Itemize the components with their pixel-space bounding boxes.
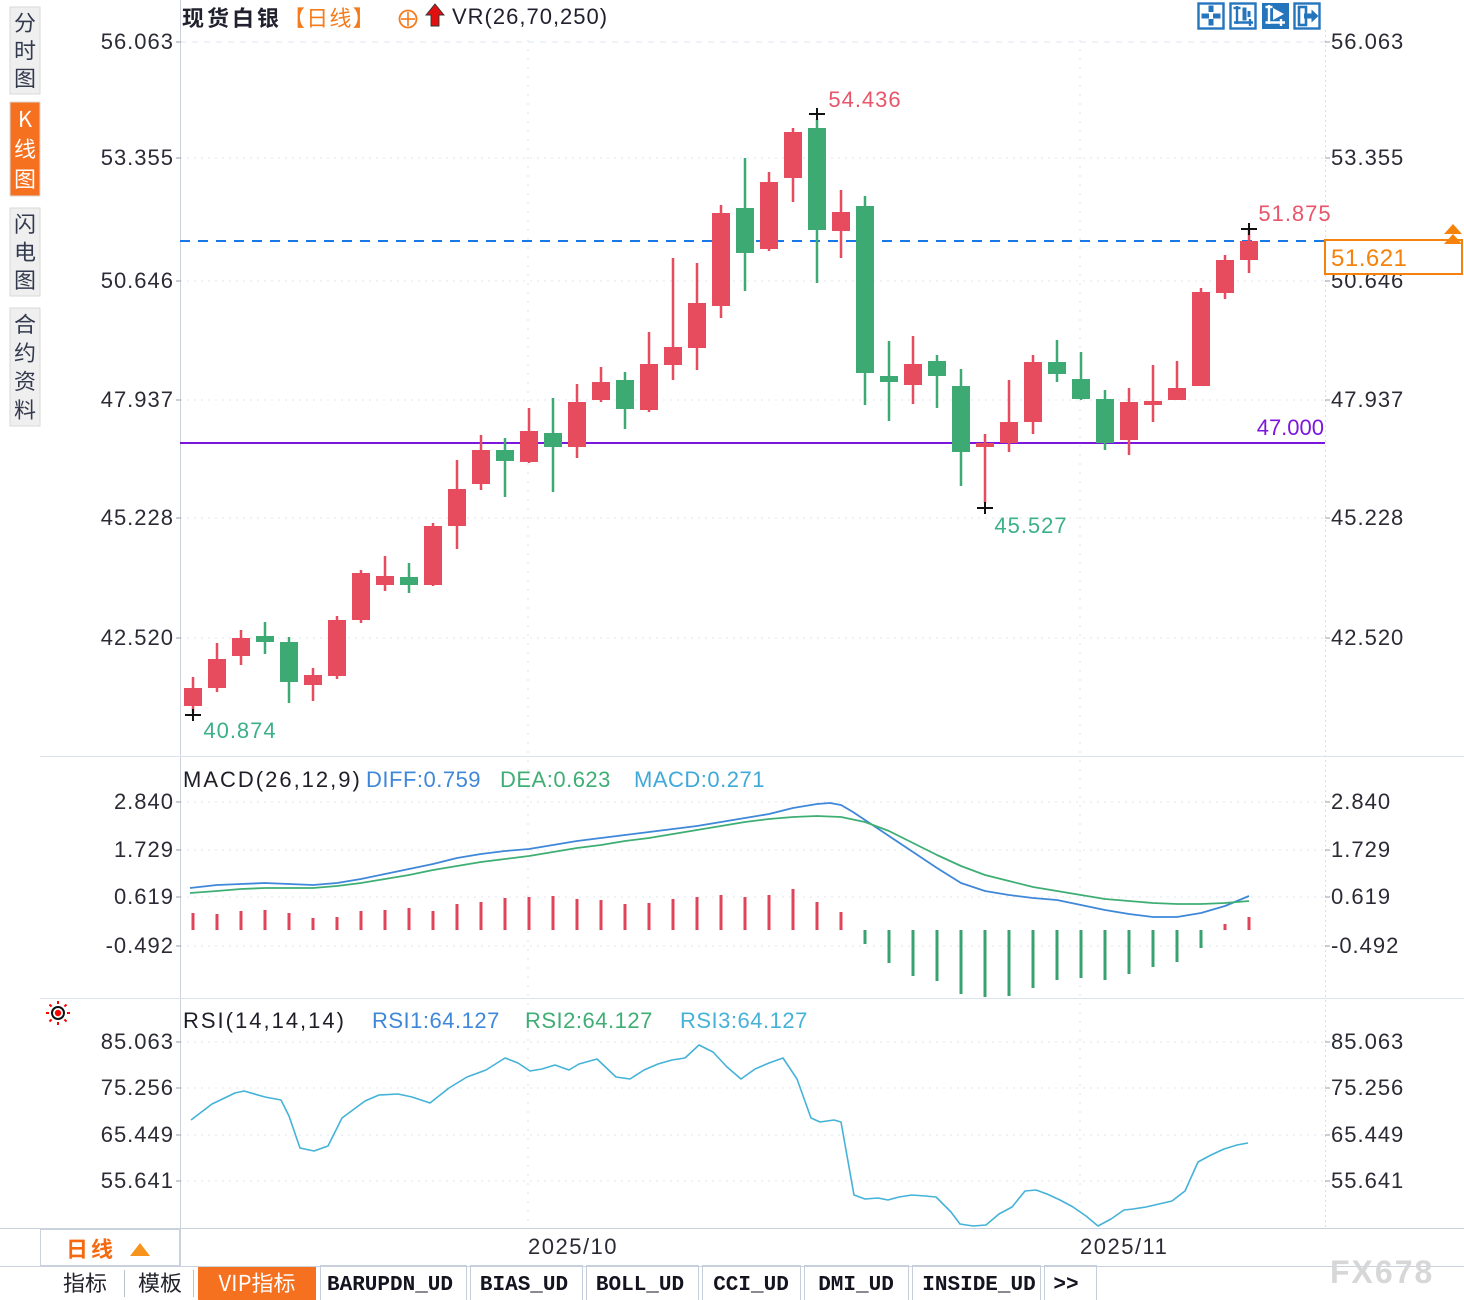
svg-text:47.937: 47.937 (101, 387, 174, 412)
svg-text:BIAS_UD: BIAS_UD (480, 1274, 568, 1297)
svg-text:DMI_UD: DMI_UD (818, 1274, 894, 1297)
svg-text:51.875: 51.875 (1258, 201, 1331, 226)
svg-text:DEA:0.623: DEA:0.623 (500, 767, 611, 792)
svg-text:53.355: 53.355 (101, 145, 174, 170)
svg-text:65.449: 65.449 (1331, 1122, 1404, 1147)
svg-text:55.641: 55.641 (1331, 1168, 1404, 1193)
svg-text:RSI2:64.127: RSI2:64.127 (525, 1008, 653, 1033)
svg-text:42.520: 42.520 (101, 625, 174, 650)
svg-text:56.063: 56.063 (1331, 29, 1404, 54)
svg-text:40.874: 40.874 (203, 718, 276, 743)
svg-text:47.937: 47.937 (1331, 387, 1404, 412)
svg-text:54.436: 54.436 (828, 87, 901, 112)
svg-text:45.228: 45.228 (1331, 505, 1404, 530)
svg-text:RSI3:64.127: RSI3:64.127 (680, 1008, 808, 1033)
svg-text:75.256: 75.256 (101, 1075, 174, 1100)
svg-text:-0.492: -0.492 (106, 933, 174, 958)
svg-text:56.063: 56.063 (101, 29, 174, 54)
svg-text:CCI_UD: CCI_UD (713, 1274, 789, 1297)
svg-text:65.449: 65.449 (101, 1122, 174, 1147)
svg-text:BARUPDN_UD: BARUPDN_UD (327, 1274, 453, 1297)
svg-text:FX678: FX678 (1330, 1254, 1434, 1290)
svg-text:1.729: 1.729 (114, 837, 174, 862)
svg-text:0.619: 0.619 (114, 884, 174, 909)
svg-text:2025/10: 2025/10 (528, 1234, 618, 1259)
svg-text:1.729: 1.729 (1331, 837, 1391, 862)
svg-text:51.621: 51.621 (1331, 245, 1407, 272)
svg-text:2.840: 2.840 (114, 789, 174, 814)
svg-text:RSI1:64.127: RSI1:64.127 (372, 1008, 500, 1033)
svg-text:VR(26,70,250): VR(26,70,250) (452, 4, 608, 29)
svg-text:INSIDE_UD: INSIDE_UD (922, 1274, 1035, 1297)
svg-text:47.000: 47.000 (1257, 415, 1324, 440)
svg-text:BOLL_UD: BOLL_UD (596, 1274, 684, 1297)
svg-text:MACD(26,12,9): MACD(26,12,9) (183, 767, 362, 792)
svg-text:75.256: 75.256 (1331, 1075, 1404, 1100)
svg-text:45.228: 45.228 (101, 505, 174, 530)
svg-text:45.527: 45.527 (994, 513, 1067, 538)
svg-text:0.619: 0.619 (1331, 884, 1391, 909)
svg-text:42.520: 42.520 (1331, 625, 1404, 650)
svg-text:MACD:0.271: MACD:0.271 (634, 767, 765, 792)
svg-text:85.063: 85.063 (101, 1029, 174, 1054)
svg-text:DIFF:0.759: DIFF:0.759 (366, 767, 481, 792)
svg-text:85.063: 85.063 (1331, 1029, 1404, 1054)
svg-text:2.840: 2.840 (1331, 789, 1391, 814)
svg-text:53.355: 53.355 (1331, 145, 1404, 170)
svg-text:50.646: 50.646 (101, 268, 174, 293)
svg-text:2025/11: 2025/11 (1080, 1234, 1168, 1259)
svg-text:55.641: 55.641 (101, 1168, 174, 1193)
svg-text:RSI(14,14,14): RSI(14,14,14) (183, 1008, 346, 1033)
svg-text:-0.492: -0.492 (1331, 933, 1399, 958)
svg-text:>>: >> (1053, 1274, 1078, 1297)
